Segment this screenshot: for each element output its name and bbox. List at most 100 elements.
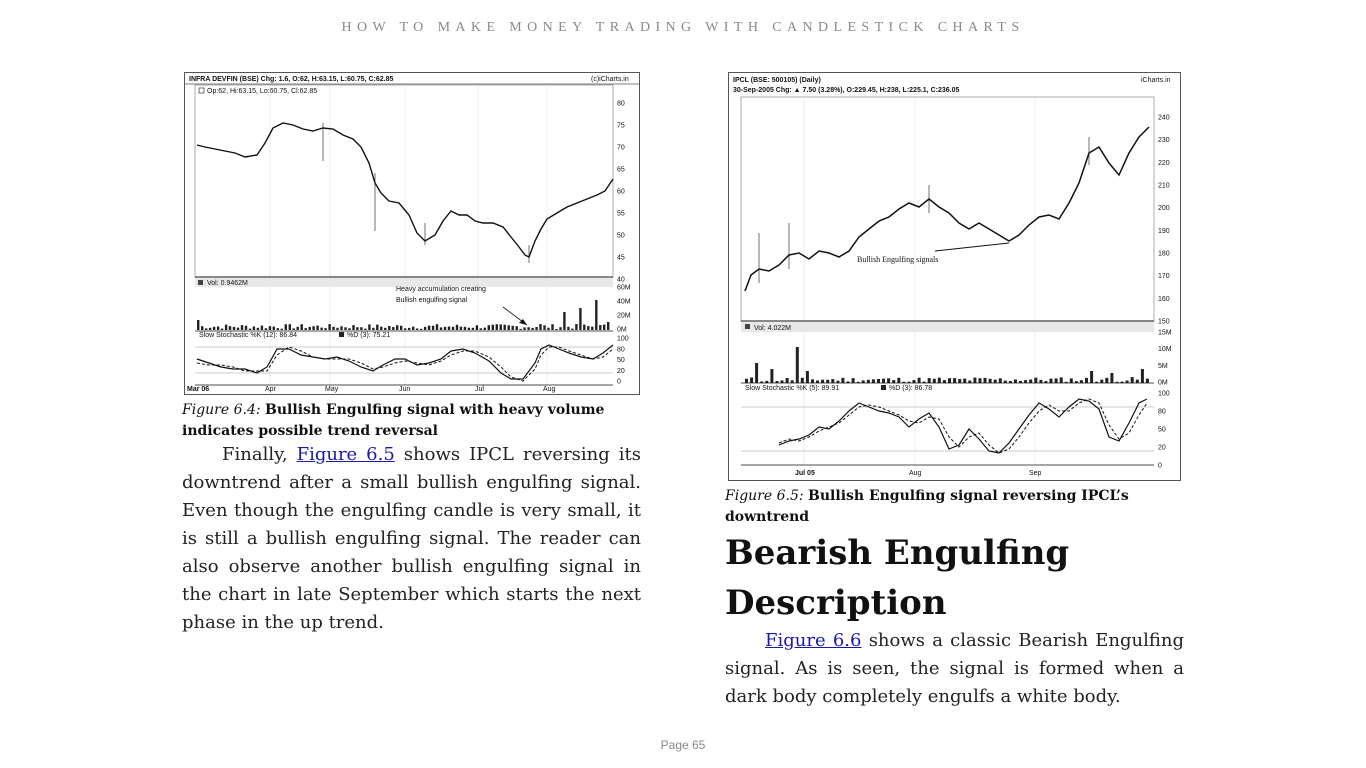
volume-bar — [1054, 378, 1058, 383]
volume-tick-label: 60M — [617, 285, 631, 292]
price-tick-label: 70 — [617, 145, 625, 152]
volume-bar — [750, 377, 754, 383]
volume-bar — [856, 381, 860, 383]
stoch-tick-label: 100 — [1158, 391, 1170, 398]
volume-bar — [408, 327, 411, 330]
volume-bar — [953, 378, 957, 383]
figure-6-5-source: iCharts.in — [1141, 77, 1171, 84]
volume-bar — [419, 328, 423, 330]
volume-tick-label: 20M — [617, 313, 631, 320]
stoch-tick-label: 20 — [1158, 445, 1166, 452]
volume-bar — [300, 324, 303, 330]
volume-bar — [388, 326, 391, 330]
volume-bar — [882, 378, 885, 383]
volume-bar — [443, 326, 447, 330]
volume-bar — [559, 327, 562, 330]
volume-bar — [1140, 369, 1144, 383]
figure-6-6-link[interactable]: Figure 6.6 — [765, 630, 862, 651]
price-tick-label: 230 — [1158, 137, 1170, 144]
volume-bar — [475, 325, 479, 330]
volume-bar — [463, 326, 467, 330]
volume-bar — [404, 328, 407, 330]
volume-bar — [483, 327, 486, 330]
price-tick-label: 180 — [1158, 251, 1170, 258]
volume-bar — [384, 327, 387, 330]
volume-bar — [800, 377, 804, 383]
stoch-tick-label: 50 — [1158, 427, 1166, 434]
volume-bar — [296, 326, 299, 330]
left-body-paragraph: Finally, Figure 6.5 shows IPCL reversing… — [182, 441, 641, 637]
volume-bar — [455, 324, 459, 330]
figure-6-5-stoch-k: Slow Stochastic %K (5): 89.91 — [745, 385, 839, 392]
left-paragraph-body: shows IPCL reversing its downtrend after… — [182, 444, 641, 633]
price-tick-label: 60 — [617, 189, 625, 196]
volume-bar — [380, 326, 383, 330]
right-paragraph-body: shows a classic Bearish Engulfing signal… — [725, 630, 1184, 707]
price-tick-label: 240 — [1158, 115, 1170, 122]
volume-bar — [846, 381, 850, 383]
figure-6-5-caption-label: Figure 6.5: — [725, 488, 804, 504]
volume-bar — [328, 324, 331, 330]
volume-bar — [507, 325, 510, 330]
volume-bar — [236, 327, 240, 330]
price-tick-label: 40 — [617, 277, 625, 284]
volume-bar — [491, 324, 494, 330]
volume-bar — [948, 378, 951, 383]
figure-6-4-annotation-line1: Heavy accumulation creating — [396, 286, 486, 293]
x-axis-label: Jul 05 — [795, 470, 815, 477]
figure-6-5-volume-bars — [745, 347, 1149, 383]
volume-bar — [1105, 377, 1109, 383]
page-number: Page 65 — [660, 738, 706, 752]
figure-6-5-link[interactable]: Figure 6.5 — [296, 444, 395, 465]
volume-bar — [280, 328, 283, 330]
volume-bar — [937, 377, 941, 383]
volume-bar — [922, 381, 926, 383]
figure-6-4-source: (c)iCharts.in — [591, 76, 629, 83]
volume-bar — [1034, 377, 1038, 383]
volume-bar — [515, 326, 518, 330]
figure-6-4-caption: Figure 6.4: Bullish Engulfing signal wit… — [182, 400, 642, 442]
volume-bar — [344, 327, 347, 330]
volume-bar — [917, 377, 921, 383]
volume-bar — [887, 378, 891, 383]
volume-bar — [603, 324, 606, 330]
volume-bar — [368, 324, 371, 330]
stoch-tick-label: 50 — [617, 357, 625, 364]
volume-bar — [447, 326, 451, 330]
volume-bar — [499, 324, 502, 330]
volume-bar — [1019, 380, 1023, 383]
price-tick-label: 65 — [617, 167, 625, 174]
volume-bar — [551, 324, 554, 330]
figure-6-4-volume-label: Vol: 0.9462M — [207, 280, 248, 287]
figure-6-5-volume-label: Vol: 4.022M — [754, 325, 791, 332]
volume-bar — [563, 312, 566, 330]
volume-bar — [599, 325, 602, 330]
price-tick-label: 45 — [617, 255, 625, 262]
volume-bar — [324, 328, 327, 330]
x-axis-label: Aug — [543, 386, 556, 393]
x-axis-label: May — [325, 386, 339, 393]
volume-bar — [256, 327, 260, 330]
volume-bar — [963, 378, 967, 383]
volume-bar — [276, 328, 279, 330]
volume-bar — [932, 378, 936, 383]
volume-bar — [272, 326, 275, 330]
volume-bar — [352, 325, 355, 330]
volume-bar — [1145, 378, 1149, 383]
stoch-tick-label: 80 — [617, 346, 625, 353]
volume-bar — [579, 308, 582, 330]
volume-bar — [332, 326, 335, 330]
volume-tick-label: 15M — [1158, 330, 1172, 337]
figure-6-5-price-series — [744, 126, 1150, 292]
figure-6-4-annotation-line2: Bullish engulfing signal — [396, 297, 468, 304]
volume-bar — [292, 328, 295, 330]
figure-6-5-stoch-axis: 100 80 50 20 0 — [1158, 391, 1170, 470]
volume-bar — [988, 378, 992, 383]
figure-6-4-price-axis: 80 75 70 65 60 55 50 45 40 — [617, 101, 625, 284]
stoch-tick-label: 20 — [617, 368, 625, 375]
volume-bar — [760, 381, 764, 383]
price-tick-label: 75 — [617, 123, 625, 130]
volume-bar — [427, 325, 431, 330]
running-header: HOW TO MAKE MONEY TRADING WITH CANDLESTI… — [341, 20, 1025, 35]
figure-6-4-caption-text: Bullish Engulfing signal with heavy volu… — [182, 402, 605, 439]
